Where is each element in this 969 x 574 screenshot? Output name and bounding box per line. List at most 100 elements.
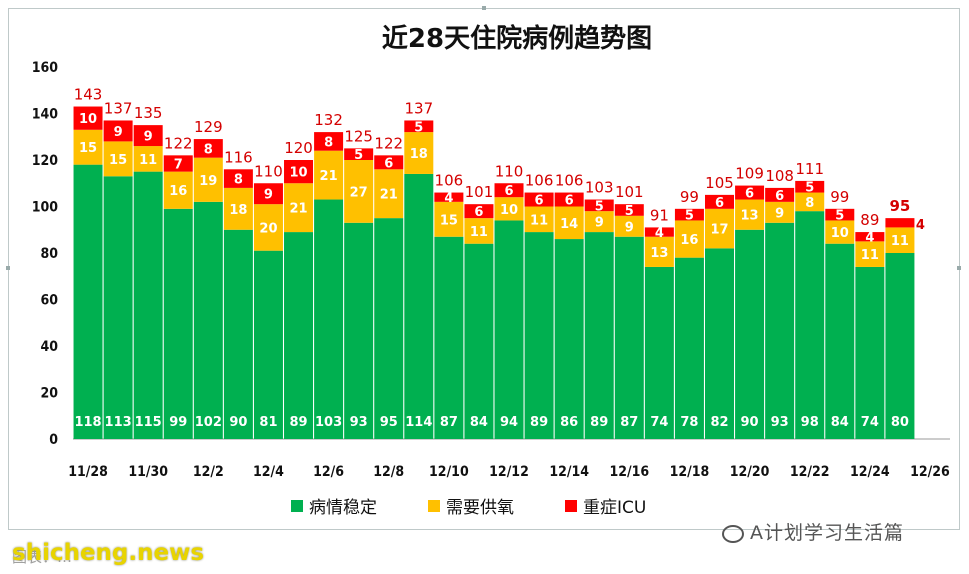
x-tick-label: 12/10 — [429, 464, 469, 480]
y-tick-label: 0 — [49, 432, 58, 448]
bar-segment — [374, 155, 404, 170]
bar-segment — [434, 192, 464, 202]
legend-swatch — [428, 500, 440, 512]
total-label: 116 — [224, 148, 253, 166]
bar-segment — [314, 150, 344, 200]
bar-segment — [404, 132, 434, 174]
y-tick-label: 120 — [32, 153, 59, 169]
x-tick-label: 12/18 — [670, 464, 710, 480]
resize-handle-right[interactable] — [957, 266, 961, 270]
bar-segment — [855, 232, 885, 242]
bar-segment — [554, 192, 584, 207]
total-label: 108 — [765, 167, 794, 185]
total-label: 95 — [889, 197, 910, 215]
source-note: 图表：… — [12, 548, 73, 566]
bar-segment — [825, 243, 855, 439]
total-label: 103 — [585, 179, 614, 197]
bar-segment — [644, 236, 674, 267]
bar-segment — [524, 232, 554, 439]
data-label: 9 — [264, 188, 273, 203]
total-label: 91 — [650, 206, 669, 224]
bar-segment — [103, 176, 133, 439]
total-label: 99 — [680, 188, 699, 206]
data-label: 10 — [289, 166, 307, 181]
bar-segment — [885, 218, 915, 228]
bar-segment — [795, 211, 825, 439]
data-label: 81 — [259, 415, 277, 430]
resize-handle-left[interactable] — [6, 266, 10, 270]
wechat-icon — [722, 524, 744, 543]
y-tick-label: 160 — [32, 60, 59, 76]
total-label: 137 — [404, 99, 433, 117]
data-label: 8 — [324, 135, 333, 150]
bar-segment — [314, 199, 344, 439]
legend-swatch — [291, 500, 303, 512]
data-labels: 1181510143113159137115119135991671221021… — [74, 86, 925, 430]
data-label: 11 — [139, 153, 157, 168]
x-tick-label: 12/26 — [910, 464, 950, 480]
data-label: 5 — [414, 120, 423, 135]
data-label: 21 — [380, 188, 398, 203]
data-label: 4 — [865, 231, 874, 246]
data-label: 9 — [114, 125, 123, 140]
bar-segment — [614, 204, 644, 216]
data-label: 80 — [891, 415, 909, 430]
bar-segment — [223, 229, 253, 439]
bar-segment — [193, 201, 223, 439]
bar-segment — [133, 171, 163, 439]
resize-handle-top[interactable] — [482, 6, 486, 10]
bar-segment — [494, 183, 524, 198]
y-tick-label: 60 — [40, 293, 58, 309]
total-label: 105 — [705, 174, 734, 192]
data-label: 19 — [199, 174, 217, 189]
data-label: 93 — [350, 415, 368, 430]
data-label: 89 — [590, 415, 608, 430]
bar-segment — [584, 211, 614, 233]
bar-segment — [885, 227, 915, 253]
bar-segment — [374, 218, 404, 439]
bar-segment — [284, 232, 314, 439]
data-label: 5 — [354, 148, 363, 163]
bar-segment — [314, 132, 344, 151]
legend-label: 病情稳定 — [309, 498, 377, 518]
data-label: 74 — [861, 415, 879, 430]
bar-segment — [795, 192, 825, 212]
data-label: 14 — [560, 217, 578, 232]
data-label: 74 — [650, 415, 668, 430]
data-label: 103 — [315, 415, 342, 430]
bar-segment — [524, 192, 554, 207]
data-label: 9 — [625, 220, 634, 235]
x-tick-label: 11/30 — [128, 464, 168, 480]
data-label: 87 — [440, 415, 458, 430]
bar-segment — [494, 197, 524, 221]
bar-segment — [705, 208, 735, 249]
watermark: A计划学习生活篇 — [722, 518, 904, 545]
x-tick-label: 12/8 — [373, 464, 404, 480]
bar-segment — [464, 204, 494, 219]
bar-segment — [735, 185, 765, 200]
legend: 病情稳定 需要供氧 重症ICU — [291, 498, 646, 518]
data-label: 9 — [595, 216, 604, 231]
data-label: 6 — [504, 184, 513, 199]
bar-segment — [494, 220, 524, 439]
bar-segment — [765, 187, 795, 202]
data-label: 4 — [916, 218, 925, 233]
total-label: 125 — [344, 127, 373, 145]
bar-segment — [193, 139, 223, 158]
x-tick-label: 12/2 — [193, 464, 224, 480]
bar-segment — [765, 222, 795, 439]
bar-segment — [163, 171, 193, 209]
data-label: 84 — [470, 415, 488, 430]
bar-segment — [253, 204, 283, 251]
bar-segment — [584, 232, 614, 439]
x-tick-label: 12/14 — [549, 464, 589, 480]
bar-segment — [344, 222, 374, 439]
x-tick-label: 12/4 — [253, 464, 284, 480]
total-label: 132 — [314, 111, 343, 129]
data-label: 5 — [805, 181, 814, 196]
bar-segment — [554, 206, 584, 240]
bar-segment — [223, 187, 253, 230]
bar-segment — [614, 215, 644, 237]
bar-segment — [735, 229, 765, 439]
data-label: 5 — [595, 199, 604, 214]
